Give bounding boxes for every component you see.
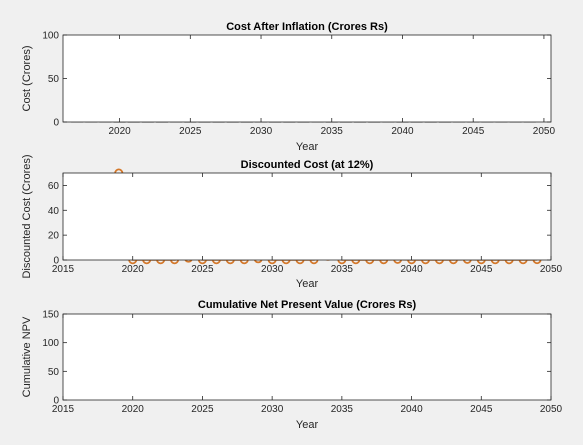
axes-box [62,172,552,261]
x-tick-label: 2040 [400,264,423,275]
y-tick-label: 0 [53,118,59,129]
x-tick-label: 2035 [321,126,344,137]
y-tick-label: 60 [48,181,60,192]
x-tick-label: 2020 [108,126,131,137]
y-tick-label: 20 [48,231,60,242]
x-tick-label: 2015 [52,264,75,275]
x-axis-label: Year [296,419,319,431]
x-tick-label: 2030 [261,404,284,415]
axes-box [62,313,552,401]
x-tick-label: 2040 [391,126,414,137]
x-tick-label: 2015 [52,404,75,415]
x-axis-label: Year [296,141,319,153]
x-tick-label: 2030 [250,126,273,137]
axes-box [62,34,552,123]
subplot-1: 2020 2025 2030 2035 2040 2045 2050 0 50 100 Cost A… [21,21,555,153]
y-tick-label: 100 [42,338,59,349]
x-tick-label: 2045 [470,264,493,275]
y-tick-label: 50 [48,367,60,378]
y-tick-label: 0 [53,396,59,407]
x-tick-label: 2035 [331,264,354,275]
x-tick-label: 2050 [533,126,556,137]
y-tick-label: 50 [48,74,60,85]
x-axis-label: Year [296,278,319,290]
chart-title: Cost After Inflation (Crores Rs) [226,21,388,33]
x-tick-label: 2050 [540,404,563,415]
y-axis-label: Discounted Cost (Crores) [21,154,33,278]
y-tick-label: 150 [42,310,59,321]
x-tick-label: 2040 [400,404,423,415]
subplot-2: 2015 2020 2025 2030 2035 2040 2045 20500204060D… [21,154,563,290]
x-tick-label: 2030 [261,264,284,275]
x-tick-label: 2025 [191,404,214,415]
y-tick-label: 100 [42,31,59,42]
x-tick-label: 2045 [470,404,493,415]
x-tick-label: 2025 [191,264,214,275]
y-tick-label: 40 [48,206,60,217]
x-tick-label: 2025 [179,126,202,137]
chart-title: Discounted Cost (at 12%) [241,159,374,171]
x-tick-label: 2050 [540,264,563,275]
y-tick-label: 0 [53,256,59,267]
x-tick-label: 2045 [462,126,485,137]
chart-title: Cumulative Net Present Value (Crores Rs) [198,299,417,311]
subplot-3: 2015 2020 2025 2030 2035 2040 2045 2050 0 50 100 15… [21,299,563,431]
y-axis-label: Cumulative NPV [21,316,33,397]
x-tick-label: 2020 [122,404,145,415]
y-axis-label: Cost (Crores) [21,45,33,111]
x-tick-label: 2020 [122,264,145,275]
x-tick-label: 2035 [331,404,354,415]
